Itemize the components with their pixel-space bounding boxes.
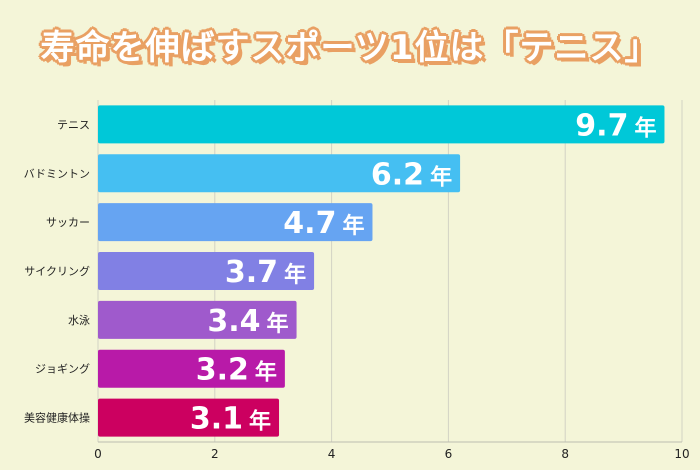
x-tick-label: 2 (211, 447, 219, 461)
bar-value-number: 3.1 (190, 402, 243, 437)
bar-value-unit: 年 (430, 164, 452, 190)
bar-value-unit: 年 (342, 213, 364, 239)
x-tick-label: 8 (561, 447, 569, 461)
bar-value-number: 4.7 (283, 206, 336, 241)
bar-value-unit: 年 (249, 409, 271, 435)
category-label: サイクリング (24, 264, 90, 278)
bar-value-number: 3.7 (225, 255, 278, 290)
category-label: ジョギング (35, 362, 90, 376)
bar-value-label: 3.2 年 (196, 353, 277, 388)
bar-value-label: 4.7 年 (283, 206, 364, 241)
x-tick-label: 10 (674, 447, 689, 461)
bar (98, 300, 297, 339)
category-label: 水泳 (68, 313, 90, 327)
bar-value-number: 3.4 (207, 304, 260, 339)
category-label: テニス (57, 118, 90, 131)
x-tick-label: 0 (94, 447, 102, 461)
bar-value-unit: 年 (255, 360, 277, 386)
chart-title: 寿命を伸ばすスポーツ1位は「テニス」 (40, 28, 660, 68)
category-label: 美容健康体操 (24, 411, 90, 425)
bar (98, 105, 665, 144)
bar (98, 252, 315, 290)
bar-value-label: 3.7 年 (225, 255, 306, 290)
x-tick-label: 4 (328, 447, 336, 461)
bar (98, 349, 285, 388)
bar-value-label: 3.1 年 (190, 402, 271, 437)
bar (98, 203, 373, 242)
category-label: サッカー (46, 216, 90, 229)
bar-value-number: 9.7 (575, 108, 628, 143)
bar-value-unit: 年 (267, 311, 289, 337)
bar-value-unit: 年 (634, 115, 656, 141)
bars: 9.7 年6.2 年4.7 年3.7 年3.4 年3.2 年3.1 年 (98, 105, 665, 437)
bar (98, 154, 461, 193)
bar-value-number: 3.2 (196, 353, 249, 388)
bar-value-label: 6.2 年 (371, 157, 452, 192)
bar-value-unit: 年 (284, 262, 306, 288)
bar (98, 398, 280, 437)
x-axis-ticks: 0 2 4 6 8 10 (94, 447, 689, 461)
bar-value-number: 6.2 (371, 157, 424, 192)
bar-value-label: 3.4 年 (207, 304, 288, 339)
bar-value-label: 9.7 年 (575, 108, 656, 143)
x-tick-label: 6 (445, 447, 453, 461)
category-label: バドミントン (24, 167, 90, 180)
